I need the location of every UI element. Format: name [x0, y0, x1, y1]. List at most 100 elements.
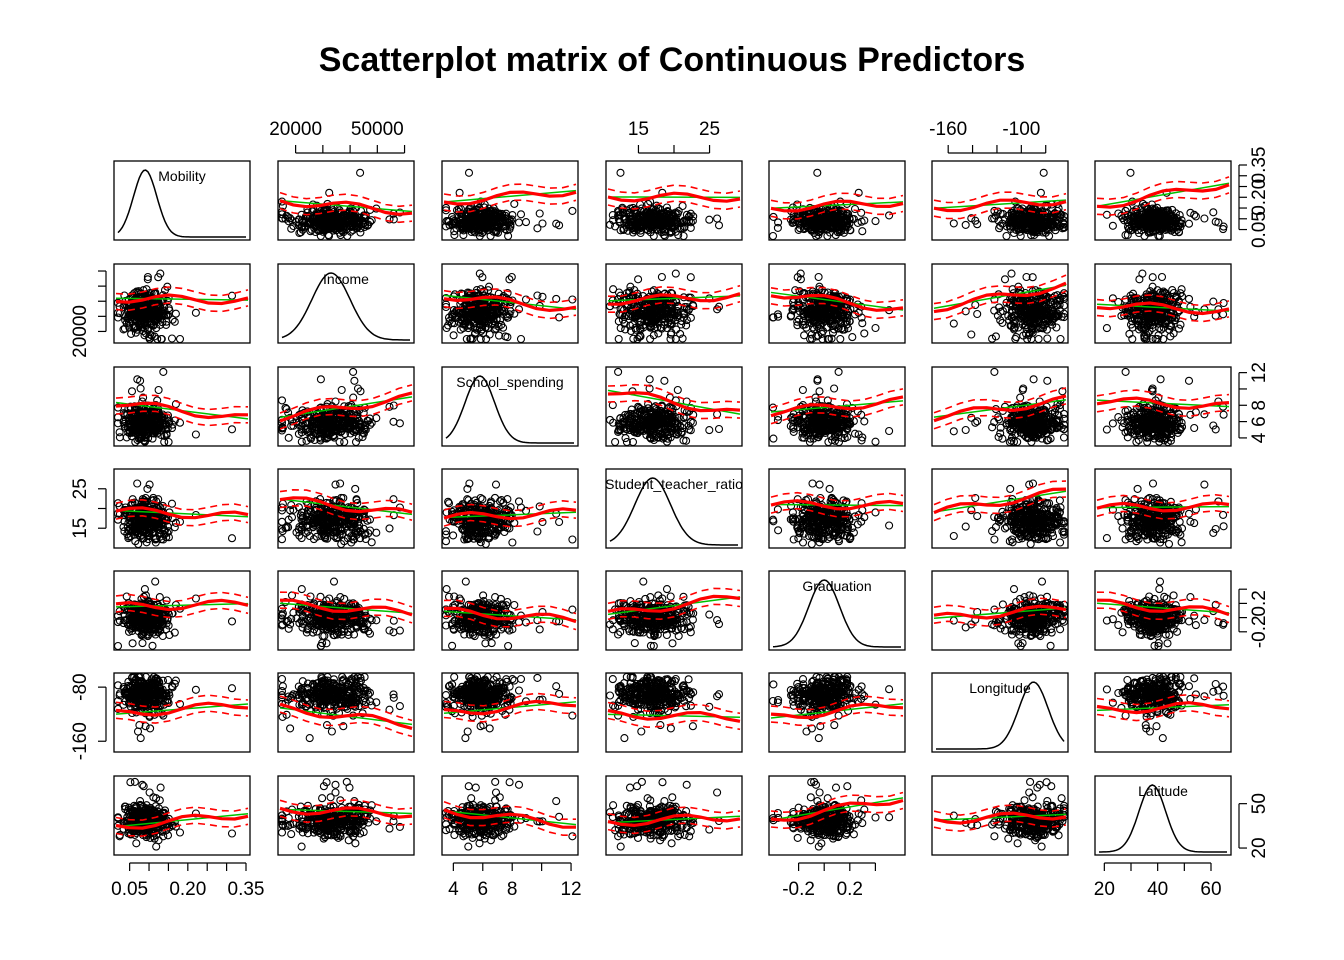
data-point: [686, 209, 695, 218]
data-point: [1209, 208, 1218, 217]
data-point: [330, 224, 339, 234]
data-point: [510, 199, 519, 208]
data-point: [634, 275, 643, 284]
data-point: [389, 417, 398, 426]
data-point: [678, 201, 687, 211]
data-point: [973, 220, 982, 229]
smoother-lower: [279, 207, 413, 224]
data-point: [713, 410, 722, 419]
data-point: [1126, 168, 1135, 177]
data-point: [1135, 275, 1144, 284]
data-point: [324, 231, 334, 241]
data-point: [514, 218, 524, 227]
data-point: [303, 208, 312, 217]
data-point: [611, 222, 620, 231]
data-point: [459, 231, 468, 240]
data-point: [814, 222, 823, 231]
data-point: [1005, 222, 1014, 231]
data-point: [507, 215, 516, 224]
data-point: [804, 220, 813, 229]
panel-frame: [1094, 160, 1232, 241]
data-point: [297, 217, 306, 226]
data-point: [1052, 218, 1061, 227]
panel-school_spending-school_spending: School_spending: [441, 366, 579, 447]
linear-fit: [1096, 182, 1230, 208]
smoother-upper: [279, 191, 413, 208]
data-point: [1007, 208, 1016, 217]
data-point: [463, 223, 472, 232]
panel-mobility-latitude: [1094, 160, 1232, 241]
data-point: [996, 209, 1005, 218]
data-point: [1031, 218, 1040, 227]
chart-title: Scatterplot matrix of Continuous Predict…: [319, 41, 1026, 79]
data-point: [808, 226, 817, 235]
smoother-lower: [770, 208, 904, 220]
data-point: [663, 207, 672, 217]
data-point: [334, 208, 343, 217]
data-point: [395, 419, 404, 428]
data-point: [1059, 219, 1069, 228]
data-point: [656, 225, 665, 234]
data-point: [671, 334, 680, 344]
panel-grid: MobilityIncomeSchool_spendingStudent_tea…: [113, 160, 1232, 856]
data-point: [860, 216, 869, 225]
data-point: [516, 210, 526, 219]
data-point: [328, 220, 337, 229]
linear-fit: [279, 199, 413, 213]
data-point: [808, 218, 818, 227]
panel-income-school_spending: [441, 263, 579, 344]
data-point: [481, 213, 490, 222]
data-point: [647, 204, 657, 214]
data-point: [1016, 220, 1025, 229]
data-point: [461, 222, 471, 231]
panel-mobility-graduation: [768, 160, 906, 241]
data-point: [356, 168, 365, 177]
data-point: [656, 213, 665, 222]
data-point: [662, 203, 671, 212]
data-point: [154, 385, 163, 395]
data-point: [1005, 218, 1014, 227]
data-point: [768, 231, 778, 241]
points: [113, 367, 237, 447]
data-point: [533, 224, 542, 233]
data-point: [973, 309, 982, 319]
data-point: [1043, 334, 1052, 343]
data-point: [340, 437, 349, 447]
data-point: [538, 219, 547, 228]
data-point: [636, 222, 645, 231]
data-point: [535, 209, 544, 218]
data-point: [1049, 220, 1058, 229]
data-point: [824, 213, 833, 222]
data-point: [464, 168, 474, 177]
data-point: [475, 225, 484, 234]
panel-income-income: Income: [277, 263, 415, 344]
data-point: [649, 231, 658, 241]
data-point: [671, 269, 680, 278]
data-point: [356, 228, 365, 237]
data-point: [127, 387, 137, 396]
data-point: [848, 333, 857, 342]
points: [768, 168, 894, 241]
data-point: [660, 220, 669, 229]
panel-frame: [113, 160, 251, 241]
smoother-line: [770, 199, 904, 213]
panel-mobility-student_teacher_ratio: [605, 160, 743, 241]
data-point: [619, 224, 629, 234]
data-point: [686, 223, 695, 232]
linear-fit: [770, 201, 904, 210]
data-point: [1027, 231, 1036, 240]
data-point: [521, 295, 531, 304]
data-point: [136, 384, 145, 393]
data-point: [967, 330, 976, 339]
data-point: [1030, 223, 1039, 232]
data-point: [682, 216, 691, 226]
data-point: [615, 218, 624, 227]
data-point: [191, 430, 200, 439]
data-point: [614, 334, 623, 344]
data-point: [1200, 214, 1209, 223]
panel-frame: [931, 160, 1069, 241]
data-point: [1034, 334, 1043, 344]
data-point: [352, 223, 361, 232]
data-point: [839, 228, 848, 237]
